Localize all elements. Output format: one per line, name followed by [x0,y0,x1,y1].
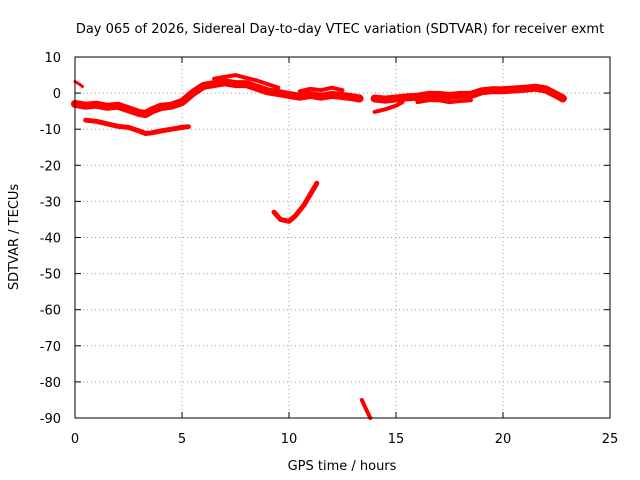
y-tick-label: -30 [40,195,61,210]
y-tick-label: -40 [40,232,61,247]
series-arc-9 [370,83,567,104]
x-tick-labels: 0 5 10 15 20 25 [71,432,618,447]
x-tick-label: 5 [178,432,186,447]
y-tick-label: -70 [40,340,61,355]
data-series [71,73,567,420]
x-tick-label: 15 [388,432,405,447]
y-tick-label: 10 [44,51,61,66]
axis-ticks [74,56,611,419]
y-tick-label: -60 [40,304,61,319]
x-tick-label: 25 [602,432,619,447]
y-tick-label: -90 [40,412,61,427]
y-tick-label: -20 [40,159,61,174]
series-arc-1 [73,80,84,89]
series-arc-5 [83,117,191,136]
series-arc-6 [147,105,174,115]
series-arc-10 [372,100,405,114]
chart-title: Day 065 of 2026, Sidereal Day-to-day VTE… [76,22,604,37]
y-tick-label: -80 [40,376,61,391]
x-tick-label: 20 [495,432,512,447]
y-tick-label: -10 [40,123,61,138]
y-axis-label: SDTVAR / TECUs [7,184,22,291]
series-arc-3 [212,73,281,90]
series-arc-8 [359,397,373,420]
series-arc-4 [297,85,345,94]
y-tick-labels: 10 0 -10 -20 -30 -40 -50 -60 -70 -80 -90 [40,51,61,427]
y-tick-label: 0 [53,87,61,102]
series-arc-7 [271,180,320,224]
series-arc-2 [71,78,364,118]
x-tick-label: 0 [71,432,79,447]
grid-lines [75,57,610,418]
x-axis-label: GPS time / hours [288,459,397,474]
series-arc-11 [415,98,473,105]
y-tick-label: -50 [40,268,61,283]
x-tick-label: 10 [281,432,298,447]
